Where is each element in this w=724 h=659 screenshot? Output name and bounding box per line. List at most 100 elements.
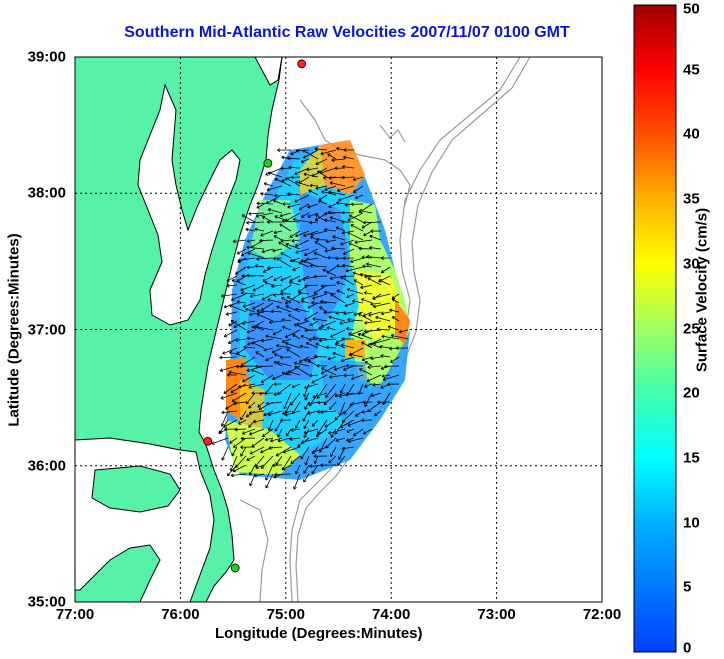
velocity-arrow	[339, 419, 355, 428]
velocity-arrow	[340, 343, 355, 349]
velocity-arrow	[309, 220, 319, 225]
velocity-arrow	[303, 473, 310, 483]
colorbar-tick-label: 10	[683, 514, 700, 532]
colorbar-tick-label: 35	[683, 190, 700, 208]
velocity-arrow	[320, 463, 337, 468]
velocity-arrow	[298, 203, 310, 211]
velocity-arrow	[367, 365, 382, 369]
velocity-arrow	[342, 263, 355, 268]
velocity-arrow	[275, 455, 283, 466]
velocity-arrow	[341, 446, 355, 451]
velocity-arrow	[260, 192, 274, 196]
velocity-arrow	[304, 283, 319, 288]
y-tick-label: 35:00	[27, 593, 66, 611]
velocity-arrow	[324, 185, 337, 191]
velocity-arrow	[364, 320, 382, 325]
velocity-arrow	[272, 374, 283, 381]
velocity-arrow	[234, 427, 247, 432]
colorbar-tick-label: 30	[683, 255, 700, 273]
velocity-arrow	[277, 148, 292, 153]
velocity-arrow	[324, 248, 337, 253]
velocity-arrow	[313, 251, 328, 259]
velocity-arrow	[225, 311, 238, 316]
velocity-arrow	[323, 227, 337, 232]
colorbar-tick-label: 0	[683, 639, 692, 657]
velocity-arrow	[353, 311, 364, 317]
station-hatteras	[230, 563, 240, 573]
velocity-arrow	[281, 325, 292, 331]
velocity-arrow	[220, 293, 238, 298]
velocity-arrow	[241, 214, 256, 223]
velocity-arrow	[287, 192, 301, 196]
velocity-arrow	[303, 428, 319, 435]
velocity-arrow	[304, 248, 319, 257]
velocity-arrow	[313, 284, 328, 295]
velocity-arrow	[300, 334, 310, 340]
velocity-arrow	[285, 177, 301, 187]
velocity-arrow	[255, 212, 274, 218]
velocity-arrow	[294, 419, 301, 429]
velocity-arrow	[341, 175, 355, 180]
velocity-arrow	[311, 464, 319, 475]
velocity-arrow	[283, 392, 292, 410]
velocity-arrow	[246, 273, 265, 278]
velocity-arrow	[315, 428, 328, 437]
velocity-arrow	[264, 281, 274, 286]
velocity-arrow	[275, 343, 292, 349]
velocity-arrow	[308, 337, 319, 342]
velocity-arrow	[219, 355, 238, 360]
velocity-arrow	[292, 266, 301, 271]
velocity-arrow	[273, 235, 283, 241]
velocity-arrow	[253, 419, 265, 424]
velocity-arrow	[331, 246, 346, 251]
velocity-arrow	[345, 363, 364, 368]
y-tick-label: 37:00	[27, 321, 66, 338]
velocity-arrow	[391, 316, 400, 322]
x-axis-label: Longitude (Degrees:Minutes)	[215, 625, 423, 642]
velocity-arrow	[288, 165, 301, 170]
velocity-arrow	[271, 347, 283, 354]
velocity-arrow	[272, 293, 283, 297]
velocity-arrow	[279, 418, 292, 423]
velocity-arrow	[342, 248, 355, 255]
velocity-arrow	[252, 284, 265, 292]
sound-island	[91, 465, 181, 513]
velocity-arrow	[299, 344, 310, 349]
velocity-arrow	[246, 245, 265, 250]
y-tick-label: 38:00	[27, 184, 66, 202]
velocity-arrow	[350, 202, 364, 207]
velocity-arrow	[285, 305, 301, 313]
velocity-arrow	[313, 454, 328, 459]
velocity-arrow	[369, 342, 382, 349]
velocity-arrow	[327, 428, 346, 435]
velocity-arrow	[304, 328, 319, 333]
velocity-arrow	[261, 215, 274, 223]
velocity-arrow	[284, 329, 301, 338]
velocity-arrow	[312, 293, 328, 300]
velocity-arrow	[242, 374, 256, 383]
velocity-arrow	[285, 342, 301, 349]
velocity-arrow	[345, 327, 355, 331]
velocity-arrow	[246, 455, 256, 461]
velocity-arrow	[238, 383, 256, 389]
velocity-arrow	[382, 374, 400, 381]
velocity-arrow	[245, 307, 256, 313]
velocity-arrow	[340, 239, 355, 246]
velocity-arrow	[230, 293, 247, 301]
velocity-arrow	[340, 356, 355, 363]
x-tick-label: 74:00	[372, 606, 411, 623]
velocity-arrow	[369, 234, 382, 241]
velocity-arrow	[364, 392, 373, 408]
velocity-arrow	[257, 401, 265, 408]
velocity-arrow	[332, 235, 346, 241]
velocity-arrow	[349, 214, 364, 223]
velocity-arrow	[273, 275, 283, 282]
velocity-arrow	[347, 231, 364, 241]
velocity-arrow	[276, 361, 292, 367]
velocity-arrow	[274, 472, 292, 477]
velocity-arrow	[309, 183, 319, 188]
velocity-arrow	[325, 345, 337, 350]
velocity-arrow	[272, 463, 283, 468]
velocity-arrow	[334, 392, 346, 398]
velocity-arrow	[320, 149, 337, 156]
